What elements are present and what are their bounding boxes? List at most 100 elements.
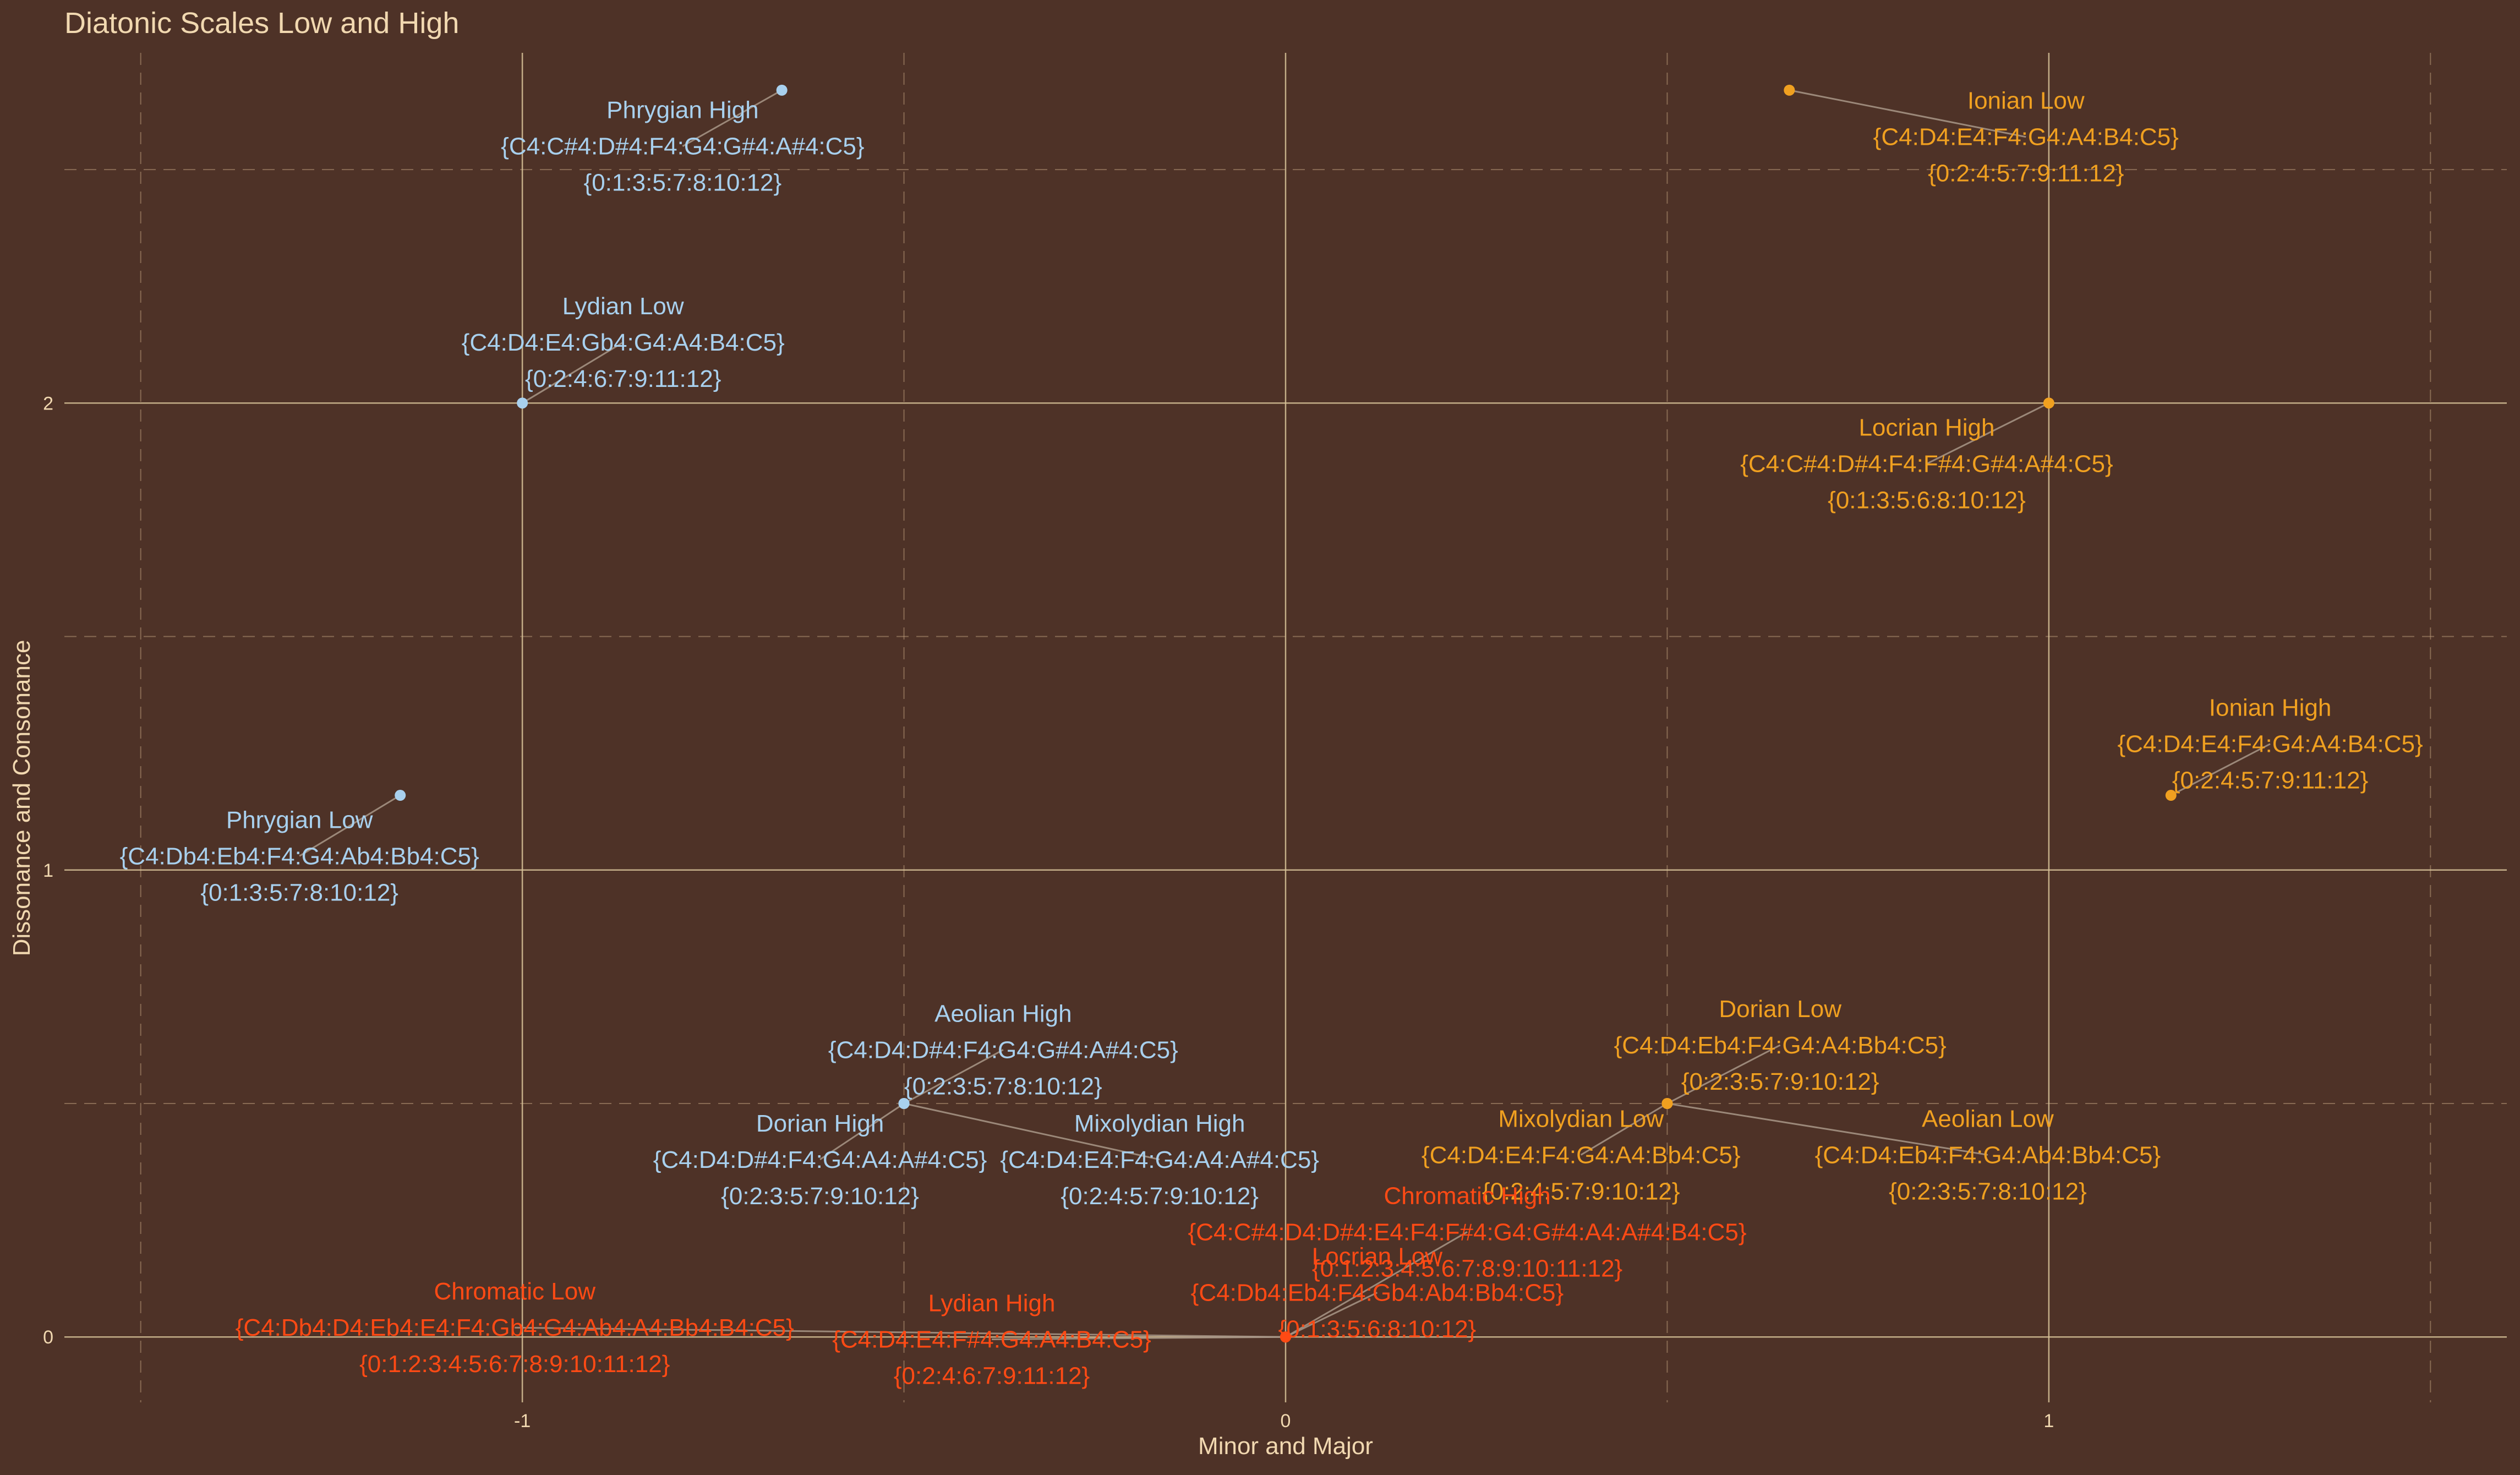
ionian-low-point [1784,84,1795,96]
dorian-low-leader-line [1666,1044,1781,1105]
lydian-low-name: Lydian Low [562,293,684,320]
ionian-high-intervals: {0:2:4:5:7:9:11:12} [2172,767,2368,794]
lydian-high-notes: {C4:D4:E4:F#4:G4:A4:B4:C5} [832,1326,1151,1353]
dorian-low-notes: {C4:D4:Eb4:F4:G4:A4:Bb4:C5} [1614,1032,1947,1059]
lydian-high-point [1280,1331,1291,1343]
locrian-high-point [2043,397,2054,409]
locrian-high-notes: {C4:C#4:D#4:F4:F#4:G#4:A#4:C5} [1740,451,2113,478]
lydian-low-leader-line [522,341,624,404]
locrian-high-leader-line [1926,402,2049,465]
ionian-low-notes: {C4:D4:E4:F4:G4:A4:B4:C5} [1873,124,2179,151]
ionian-high-name: Ionian High [2209,695,2332,722]
lydian-high-leader-line [992,1336,1286,1340]
mixolydian-high-notes: {C4:D4:E4:F4:G4:A4:A#4:C5} [1000,1146,1319,1173]
aeolian-high-name: Aeolian High [934,1000,1072,1027]
locrian-low-notes: {C4:Db4:Eb4:F4:Gb4:Ab4:Bb4:C5} [1191,1280,1564,1307]
aeolian-low-label: Aeolian Low {C4:D4:Eb4:F4:G4:Ab4:Bb4:C5} {… [1815,1105,2161,1205]
locrian-high-intervals: {0:1:3:5:6:8:10:12} [1828,487,2026,514]
tick-label-layer: -1 0 1 0 1 2 [43,393,2054,1432]
aeolian-high-intervals: {0:2:3:5:7:8:10:12} [904,1073,1102,1100]
ionian-high-point [2165,790,2177,801]
ionian-low-leader-line [1789,89,2026,138]
lydian-low-intervals: {0:2:4:6:7:9:11:12} [525,365,721,392]
locrian-low-label: Locrian Low {C4:Db4:Eb4:F4:Gb4:Ab4:Bb4:C5… [1191,1243,1564,1343]
y-tick-label: 1 [43,860,53,881]
chromatic-high-notes: {C4:C#4:D4:D#4:E4:F4:F#4:G4:G#4:A4:A#4:B… [1188,1219,1747,1245]
mixolydian-low-name: Mixolydian Low [1498,1105,1664,1132]
dorian-low-name: Dorian Low [1719,996,1841,1023]
aeolian-high-leader-line [903,1049,1004,1105]
ionian-high-leader-line [2171,743,2271,796]
y-tick-label: 2 [43,393,53,414]
leader-line-layer [299,89,2271,1340]
ionian-low-label: Ionian Low {C4:D4:E4:F4:G4:A4:B4:C5} {0:2:… [1873,88,2179,187]
x-axis-title: Minor and Major [1198,1433,1373,1460]
phrygian-low-notes: {C4:Db4:Eb4:F4:G4:Ab4:Bb4:C5} [120,843,479,870]
chromatic-low-notes: {C4:Db4:D4:Eb4:E4:F4:Gb4:G4:Ab4:A4:Bb4:B… [236,1314,794,1341]
aeolian-low-point [1661,1097,1673,1109]
aeolian-low-intervals: {0:2:3:5:7:8:10:12} [1889,1178,2087,1205]
ionian-high-notes: {C4:D4:E4:F4:G4:A4:B4:C5} [2117,731,2423,758]
aeolian-high-label: Aeolian High {C4:D4:D#4:F4:G4:G#4:A#4:C5}… [828,1000,1178,1100]
locrian-high-name: Locrian High [1858,414,1994,441]
mixolydian-high-name: Mixolydian High [1074,1110,1245,1137]
phrygian-high-intervals: {0:1:3:5:7:8:10:12} [584,170,782,196]
x-tick-label: 0 [1281,1411,1291,1432]
phrygian-high-label: Phrygian High {C4:C#4:D#4:F4:G4:G#4:A#4:C… [501,97,864,196]
chromatic-low-leader-line [515,1326,1286,1338]
phrygian-high-name: Phrygian High [606,97,758,124]
phrygian-high-notes: {C4:C#4:D#4:F4:G4:G#4:A#4:C5} [501,133,864,160]
lydian-high-intervals: {0:2:4:6:7:9:11:12} [894,1362,1090,1389]
mixolydian-high-intervals: {0:2:4:5:7:9:10:12} [1061,1183,1259,1210]
point-label-layer: Ionian Low {C4:D4:E4:F4:G4:A4:B4:C5} {0:2:… [120,88,2423,1390]
dorian-high-leader-line [819,1102,905,1161]
lydian-low-point [517,397,528,409]
mixolydian-high-point [898,1097,910,1109]
locrian-low-leader-line [1285,1292,1378,1338]
aeolian-low-name: Aeolian Low [1922,1105,2054,1132]
ionian-low-intervals: {0:2:4:5:7:9:11:12} [1928,160,2124,187]
dorian-low-label: Dorian Low {C4:D4:Eb4:F4:G4:A4:Bb4:C5} {0:… [1614,996,1947,1095]
mixolydian-low-label: Mixolydian Low {C4:D4:E4:F4:G4:A4:Bb4:C5}… [1422,1105,1741,1205]
locrian-low-intervals: {0:1:3:5:6:8:10:12} [1278,1316,1477,1343]
phrygian-low-label: Phrygian Low {C4:Db4:Eb4:F4:G4:Ab4:Bb4:C5… [120,806,479,906]
dorian-high-notes: {C4:D4:D#4:F4:G4:A4:A#4:C5} [653,1146,987,1173]
phrygian-high-point [776,84,788,96]
lydian-low-label: Lydian Low {C4:D4:E4:Gb4:G4:A4:B4:C5} {0:2… [462,293,785,392]
y-tick-label: 0 [43,1327,53,1348]
chart-title: Diatonic Scales Low and High [64,7,459,40]
lydian-low-notes: {C4:D4:E4:Gb4:G4:A4:B4:C5} [462,329,785,356]
mixolydian-low-intervals: {0:2:4:5:7:9:10:12} [1482,1178,1680,1205]
mixolydian-high-label: Mixolydian High {C4:D4:E4:F4:G4:A4:A#4:C5… [1000,1110,1319,1210]
dorian-high-name: Dorian High [756,1110,884,1137]
aeolian-low-leader-line [1667,1102,1988,1156]
ionian-low-name: Ionian Low [1967,88,2085,114]
y-axis-title: Dissonance and Consonance [8,640,35,957]
ionian-high-label: Ionian High {C4:D4:E4:F4:G4:A4:B4:C5} {0:2… [2117,695,2423,794]
aeolian-low-notes: {C4:D4:Eb4:F4:G4:Ab4:Bb4:C5} [1815,1141,2161,1168]
lydian-high-name: Lydian High [928,1290,1056,1316]
locrian-low-name: Locrian Low [1312,1243,1442,1270]
phrygian-low-name: Phrygian Low [226,806,373,833]
phrygian-low-point [395,790,406,801]
chromatic-low-name: Chromatic Low [434,1278,596,1305]
phrygian-high-leader-line [682,89,783,147]
mixolydian-low-leader-line [1580,1102,1668,1156]
dorian-low-intervals: {0:2:3:5:7:9:10:12} [1681,1068,1879,1095]
dorian-high-intervals: {0:2:3:5:7:9:10:12} [721,1183,919,1210]
chromatic-low-label: Chromatic Low {C4:Db4:D4:Eb4:E4:F4:Gb4:G4… [236,1278,794,1378]
aeolian-high-notes: {C4:D4:D#4:F4:G4:G#4:A#4:C5} [828,1036,1178,1063]
dorian-high-label: Dorian High {C4:D4:D#4:F4:G4:A4:A#4:C5} {0… [653,1110,987,1210]
phrygian-low-leader-line [299,794,401,857]
locrian-high-label: Locrian High {C4:C#4:D#4:F4:F#4:G#4:A#4:C… [1740,414,2113,514]
phrygian-low-intervals: {0:1:3:5:7:8:10:12} [200,879,398,906]
x-tick-label: -1 [514,1411,531,1432]
mixolydian-high-leader-line [904,1102,1160,1161]
chromatic-low-intervals: {0:1:2:3:4:5:6:7:8:9:10:11:12} [359,1351,670,1378]
point-layer [395,84,2177,1343]
chromatic-high-label: Chromatic High {C4:C#4:D4:D#4:E4:F4:F#4:G… [1188,1182,1747,1282]
lydian-high-label: Lydian High {C4:D4:E4:F#4:G4:A4:B4:C5} {0:… [832,1290,1151,1389]
